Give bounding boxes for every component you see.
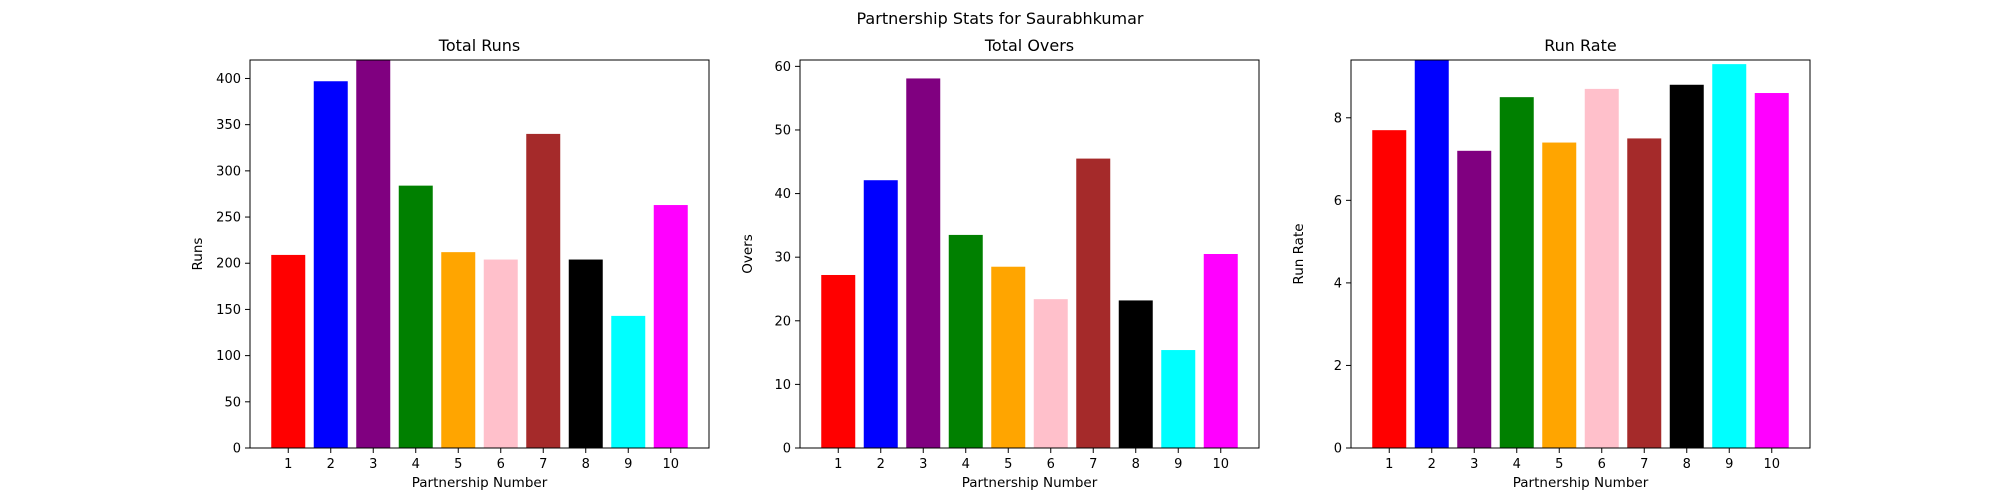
bar [1669,84,1704,448]
bar [568,259,603,448]
x-tick-label: 1 [834,457,842,472]
x-tick-label: 2 [877,457,885,472]
x-tick-label: 7 [1640,457,1648,472]
x-tick-label: 7 [1089,457,1097,472]
x-tick-label: 6 [1047,457,1055,472]
bar [863,180,898,448]
chart-panel: 1 2 3 4 5 6 7 8 9 10 0 2 4 6 8 Run Rate Partnership Numb… [1291,36,1811,491]
x-tick-label: 1 [1385,457,1393,472]
bar [653,205,688,448]
x-tick-label: 9 [624,457,632,472]
y-tick-label: 6 [1334,194,1342,209]
plot-frame [249,59,710,449]
x-tick-label: 10 [662,457,679,472]
bar [821,274,856,448]
bar [611,315,646,448]
bar [1542,142,1577,448]
x-tick-label: 5 [1004,457,1012,472]
chart-panel: 1 2 3 4 5 6 7 8 9 10 0 10 20 30 40 50 60 Total Overs Partn… [740,36,1260,491]
x-tick-label: 3 [369,457,377,472]
y-tick-label: 50 [224,395,241,410]
y-tick-label: 150 [216,303,241,318]
chart-panel: 1 2 3 4 5 6 7 8 9 10050100150200250300350400Total… [190,36,710,491]
y-tick-label: 50 [774,123,791,138]
x-tick-label: 3 [919,457,927,472]
x-tick-label: 2 [1428,457,1436,472]
y-tick-label: 0 [783,442,791,457]
x-tick-label: 1 [284,457,292,472]
x-axis-label: Partnership Number [962,475,1098,491]
panel-title: Total Runs [438,36,520,55]
y-tick-label: 0 [1334,442,1342,457]
x-tick-label: 10 [1212,457,1229,472]
y-tick-label: 100 [216,349,241,364]
x-tick-label: 8 [582,457,590,472]
x-tick-label: 8 [1683,457,1691,472]
bar [1076,158,1111,449]
bar [271,254,306,448]
bar [1161,350,1196,448]
panel-title: Run Rate [1544,36,1616,55]
y-tick-label: 8 [1334,111,1342,126]
y-tick-label: 40 [774,187,791,202]
y-tick-label: 60 [774,60,791,75]
y-tick-label: 0 [233,442,241,457]
x-tick-label: 7 [539,457,547,472]
chart-panels: 1 2 3 4 5 6 7 8 9 10050100150200250300350400Total… [190,36,1811,491]
plot-frame [1350,59,1811,449]
bar [1499,97,1534,449]
y-tick-label: 400 [216,72,241,87]
y-tick-label: 2 [1334,359,1342,374]
x-axis-label: Partnership Number [1513,475,1649,491]
bar [441,252,476,448]
bar [1457,150,1492,448]
y-axis-label: Overs [740,234,756,274]
bar [1372,130,1407,448]
bar [356,60,391,448]
x-tick-label: 8 [1132,457,1140,472]
bar [991,266,1026,448]
x-tick-label: 4 [412,457,420,472]
bar [1584,88,1619,448]
x-axis-label: Partnership Number [412,475,548,491]
x-tick-label: 4 [1513,457,1521,472]
bar [1118,300,1153,448]
bar [1203,254,1238,448]
x-tick-label: 9 [1174,457,1182,472]
y-tick-label: 20 [774,314,791,329]
bar [1712,64,1747,449]
x-tick-label: 3 [1470,457,1478,472]
bar [526,133,561,448]
x-tick-label: 5 [454,457,462,472]
panel-title: Total Overs [984,36,1074,55]
bar [1033,299,1068,448]
y-tick-label: 250 [216,211,241,226]
bar [906,78,941,449]
y-tick-label: 300 [216,164,241,179]
y-tick-label: 10 [774,378,791,393]
bar [483,259,518,448]
bar [1414,60,1449,448]
plot-frame [799,59,1260,449]
x-tick-label: 5 [1555,457,1563,472]
x-tick-label: 9 [1725,457,1733,472]
bar [948,234,983,448]
y-tick-label: 200 [216,257,241,272]
y-tick-label: 30 [774,251,791,266]
x-tick-label: 10 [1763,457,1780,472]
bar [398,185,433,448]
figure-title: Partnership Stats for Saurabhkumar [857,9,1144,28]
x-tick-label: 6 [497,457,505,472]
x-tick-label: 4 [962,457,970,472]
x-tick-label: 6 [1598,457,1606,472]
bar [1754,93,1789,449]
y-axis-label: Run Rate [1291,223,1307,284]
x-tick-label: 2 [327,457,335,472]
y-axis-label: Runs [190,238,206,271]
bar [1627,138,1662,448]
y-tick-label: 350 [216,118,241,133]
bar [313,81,348,448]
y-tick-label: 4 [1334,276,1342,291]
